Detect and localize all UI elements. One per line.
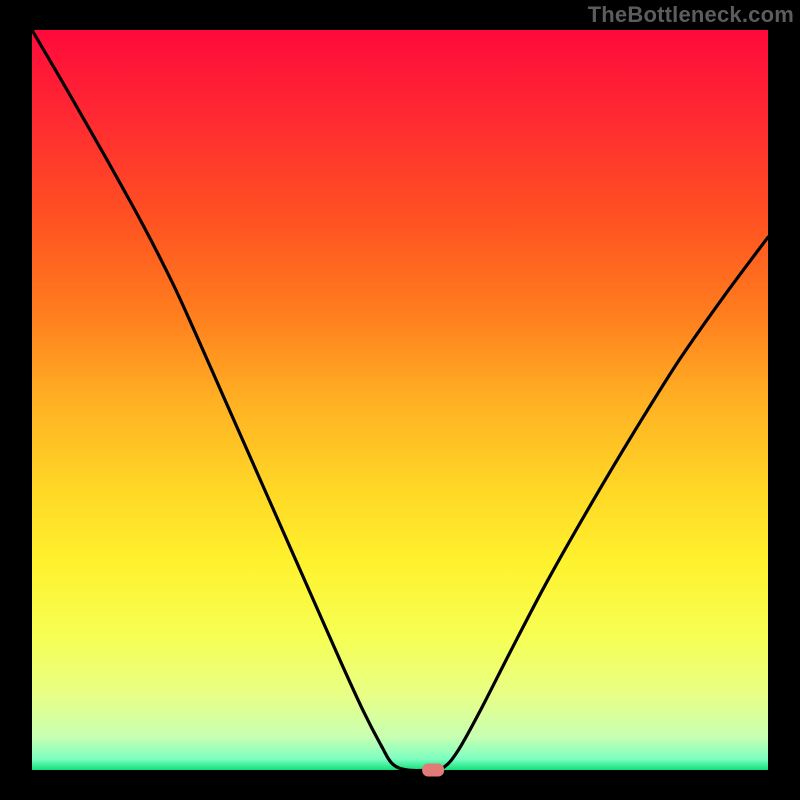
bottleneck-chart bbox=[0, 0, 800, 800]
plot-background bbox=[32, 30, 768, 770]
optimal-point-marker bbox=[422, 764, 444, 777]
chart-frame: TheBottleneck.com bbox=[0, 0, 800, 800]
